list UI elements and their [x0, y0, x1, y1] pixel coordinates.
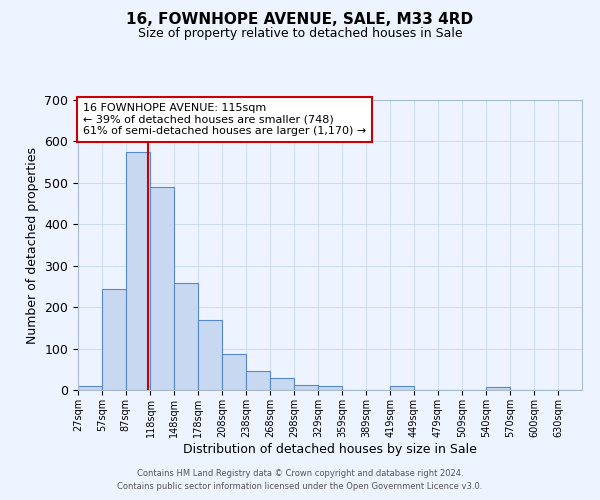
Bar: [175, 283, 198, 390]
Bar: [126, 152, 151, 390]
X-axis label: Distribution of detached houses by size in Sale: Distribution of detached houses by size …: [183, 442, 477, 456]
Text: Contains public sector information licensed under the Open Government Licence v3: Contains public sector information licen…: [118, 482, 482, 491]
Bar: [102, 290, 126, 390]
Bar: [270, 378, 294, 390]
Bar: [319, 386, 343, 390]
Text: 16, FOWNHOPE AVENUE, SALE, M33 4RD: 16, FOWNHOPE AVENUE, SALE, M33 4RD: [127, 12, 473, 28]
Text: Contains HM Land Registry data © Crown copyright and database right 2024.: Contains HM Land Registry data © Crown c…: [137, 468, 463, 477]
Text: Size of property relative to detached houses in Sale: Size of property relative to detached ho…: [137, 28, 463, 40]
Bar: [198, 320, 222, 390]
Bar: [246, 370, 270, 390]
Bar: [390, 386, 414, 390]
Bar: [294, 384, 319, 390]
Bar: [222, 354, 246, 390]
Text: 16 FOWNHOPE AVENUE: 115sqm
← 39% of detached houses are smaller (748)
61% of sem: 16 FOWNHOPE AVENUE: 115sqm ← 39% of deta…: [83, 103, 366, 136]
Y-axis label: Number of detached properties: Number of detached properties: [26, 146, 39, 344]
Bar: [78, 386, 102, 390]
Bar: [151, 187, 175, 390]
Bar: [487, 386, 511, 390]
